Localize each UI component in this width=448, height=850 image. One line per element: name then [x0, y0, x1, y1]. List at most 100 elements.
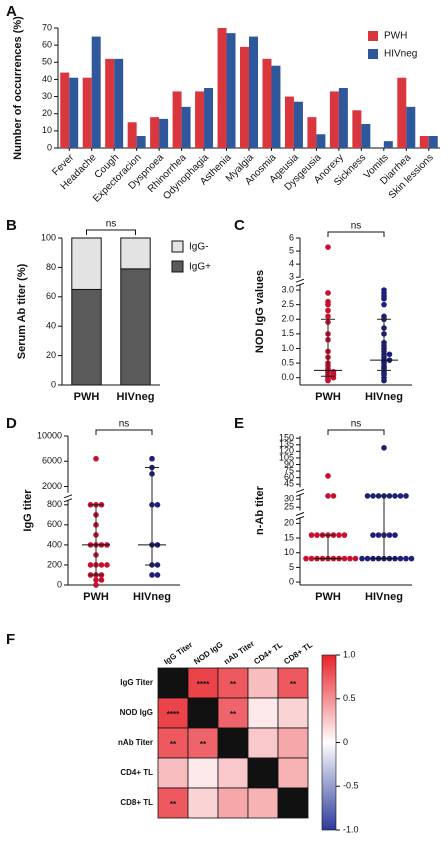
row-label: nAb Titer: [118, 738, 153, 747]
bar: [307, 117, 317, 148]
y-tick-label: 150: [279, 433, 294, 443]
y-tick-label: 30: [284, 494, 294, 504]
data-point: [386, 351, 393, 358]
y-tick-label: 5: [289, 562, 294, 572]
colorbar: [321, 654, 337, 831]
data-point: [104, 562, 110, 568]
bar: [150, 117, 160, 148]
bar: [105, 58, 115, 148]
data-point: [364, 493, 371, 499]
y-tick-label: 0: [47, 142, 52, 152]
significance-label: **: [290, 680, 297, 689]
y-tick-label: 0: [51, 379, 56, 389]
y-tick-label: 3.0: [281, 284, 294, 294]
data-point: [392, 493, 398, 499]
bar: [136, 136, 146, 148]
bar: [240, 46, 249, 148]
heatmap-cell: [217, 697, 249, 729]
significance-label: **: [230, 680, 237, 689]
bar-segment: [71, 237, 102, 290]
data-point: [154, 572, 161, 578]
y-tick-label: 20: [46, 350, 56, 360]
bar: [69, 77, 79, 148]
y-tick-label: 100: [41, 232, 56, 242]
data-point: [325, 313, 331, 320]
y-tick-label: 60: [42, 40, 52, 50]
bar: [383, 141, 393, 148]
heatmap-cell: [247, 727, 279, 759]
y-tick-label: 1.5: [281, 328, 294, 338]
iqr-bar: [145, 467, 159, 566]
bar-segment: [120, 237, 151, 270]
data-point: [330, 493, 337, 499]
x-tick-label: PWH: [315, 591, 341, 603]
y-tick-label: 6000: [42, 456, 62, 466]
significance-label: ****: [167, 710, 180, 719]
bar: [397, 77, 407, 148]
row-label: IgG Titer: [120, 678, 153, 687]
bar: [226, 33, 236, 149]
bar: [329, 91, 339, 148]
bar: [195, 91, 205, 148]
data-point: [341, 532, 348, 538]
y-tick-label: 50: [42, 57, 52, 67]
panel-label: A: [6, 3, 17, 20]
x-tick-label: PWH: [315, 391, 341, 403]
significance-bracket: [327, 231, 385, 237]
data-point: [352, 555, 359, 562]
data-point: [392, 532, 398, 538]
heatmap-cell: [187, 697, 219, 729]
significance-label: ****: [197, 680, 210, 689]
significance-label: **: [170, 740, 177, 749]
bar: [181, 106, 191, 148]
x-tick-label: PWH: [83, 591, 109, 603]
iqr-bar: [377, 318, 391, 371]
panel-label: D: [6, 415, 17, 432]
significance-label: **: [230, 710, 237, 719]
heatmap-cell: [157, 697, 189, 729]
data-point: [325, 493, 331, 499]
heatmap-cell: [157, 727, 189, 759]
x-tick-label: HIVneg: [133, 591, 171, 603]
data-point: [341, 555, 348, 562]
y-tick-label: 2.5: [281, 299, 294, 309]
y-tick-label: 0: [57, 579, 62, 589]
y-tick-label: 60: [284, 472, 294, 482]
y-tick-label: 600: [47, 519, 62, 529]
data-point: [408, 555, 415, 562]
y-tick-label: 800: [47, 499, 62, 509]
heatmap-cell: [277, 727, 309, 759]
heatmap-cell: [247, 757, 279, 789]
data-point: [325, 377, 331, 384]
heatmap-cell: [277, 757, 309, 789]
heatmap-cell: [157, 667, 189, 699]
legend-swatch: [171, 240, 184, 253]
data-point: [381, 377, 387, 384]
bar: [316, 134, 326, 148]
y-tick-label: 10: [42, 125, 52, 135]
heatmap-cell: [157, 757, 189, 789]
significance-label: ns: [119, 419, 130, 430]
iqr-bar: [89, 504, 103, 576]
data-point: [381, 301, 387, 308]
bar: [338, 88, 348, 148]
y-tick-label: 0: [289, 576, 294, 586]
data-point: [308, 532, 315, 538]
data-point: [325, 473, 331, 479]
significance-bracket: [327, 429, 385, 435]
data-point: [325, 301, 331, 308]
data-point: [370, 493, 376, 499]
colorbar-tick-label: 0.5: [343, 693, 356, 703]
row-label: NOD IgG: [120, 708, 153, 717]
heatmap-cell: [217, 667, 249, 699]
row-label: CD4+ TL: [120, 768, 153, 777]
y-axis-title: IgG titer: [22, 489, 34, 532]
y-tick-label: 10: [284, 547, 294, 557]
heatmap-cell: [277, 667, 309, 699]
data-point: [149, 572, 155, 578]
y-tick-label: 105: [279, 452, 294, 462]
bar: [293, 101, 303, 148]
bar-segment: [120, 268, 151, 386]
legend-label: PWH: [384, 31, 407, 42]
